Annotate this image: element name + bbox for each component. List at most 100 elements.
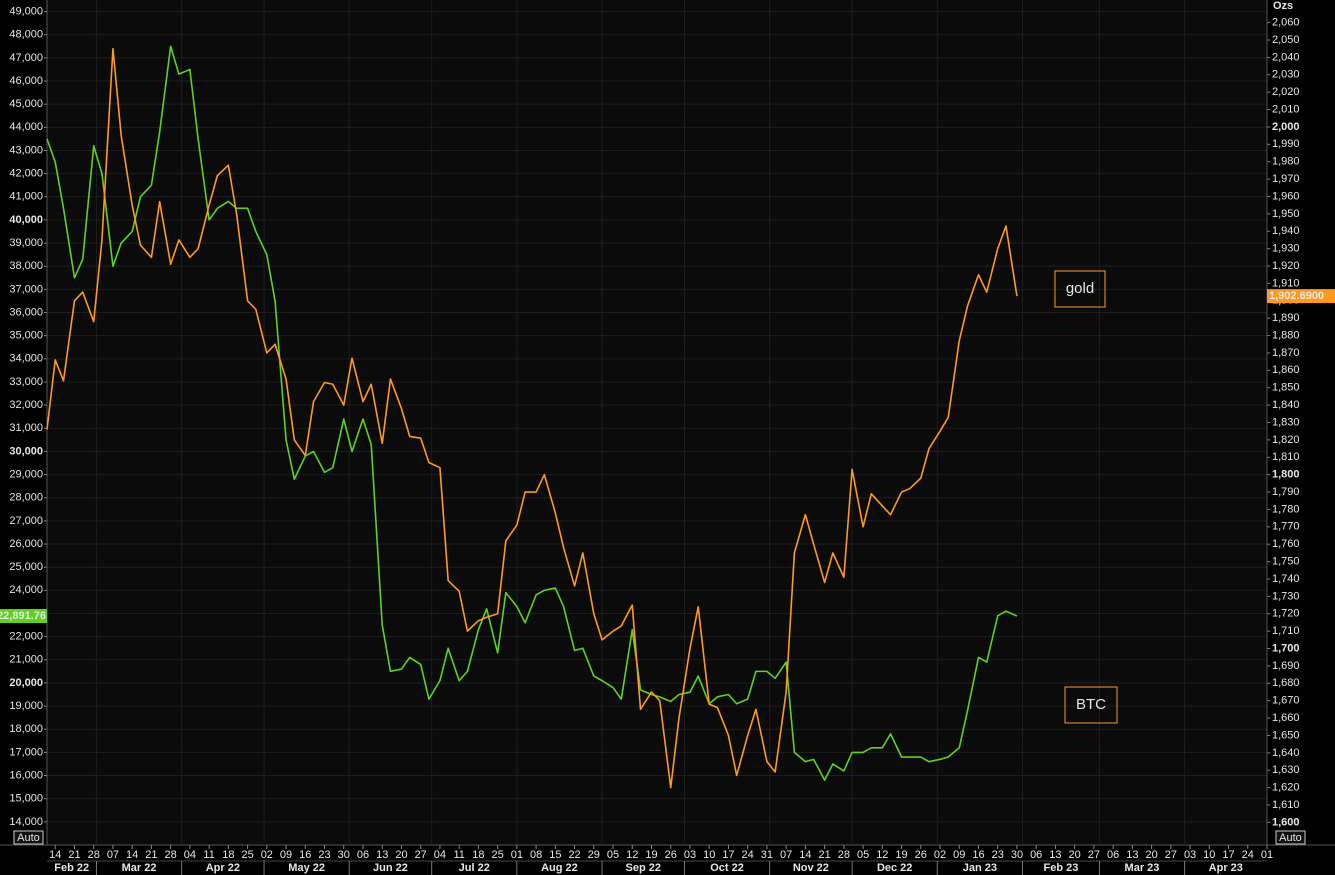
y-tick-label: 37,000 <box>9 283 43 295</box>
x-tick-label: 10 <box>1203 849 1215 861</box>
x-tick-label: 02 <box>261 849 273 861</box>
y-tick-label: 30,000 <box>9 445 43 457</box>
x-tick-label: 02 <box>934 849 946 861</box>
y-tick-label: 43,000 <box>9 144 43 156</box>
x-tick-label: 12 <box>876 849 888 861</box>
y-tick-label: 47,000 <box>9 52 43 64</box>
y-tick-label: 17,000 <box>9 746 43 758</box>
x-tick-label: 26 <box>915 849 927 861</box>
y2-tick-label: 1,960 <box>1272 190 1300 202</box>
x-tick-label: 21 <box>145 849 157 861</box>
y2-tick-label: 1,860 <box>1272 364 1300 376</box>
last-value-box <box>1267 289 1335 304</box>
x-tick-label: 09 <box>953 849 965 861</box>
y2-tick-label: 1,750 <box>1272 556 1300 568</box>
y2-unit: Ozs <box>1273 0 1293 12</box>
y-tick-label: 41,000 <box>9 191 43 203</box>
scale-box <box>13 830 44 845</box>
month-label: Mar 22 <box>122 862 157 874</box>
y2-tick-label: 2,000 <box>1272 121 1300 133</box>
x-tick-label: 21 <box>818 849 830 861</box>
x-tick-label: 18 <box>222 849 234 861</box>
y-tick-label: 34,000 <box>9 353 43 365</box>
month-label: Apr 22 <box>206 862 240 874</box>
x-tick-label: 23 <box>992 849 1004 861</box>
x-tick-label: 28 <box>838 849 850 861</box>
x-tick-label: 07 <box>780 849 792 861</box>
y2-tick-label: 1,980 <box>1272 156 1300 168</box>
y-tick-label: 26,000 <box>9 538 43 550</box>
y2-tick-label: 1,930 <box>1272 243 1300 255</box>
y2-tick-label: 1,880 <box>1272 329 1300 341</box>
month-label: Feb 23 <box>1043 862 1078 874</box>
x-tick-label: 06 <box>1030 849 1042 861</box>
x-tick-label: 28 <box>88 849 100 861</box>
y2-tick-label: 1,990 <box>1272 138 1300 150</box>
y2-tick-label: 2,040 <box>1272 51 1300 63</box>
y-tick-label: 18,000 <box>9 723 43 735</box>
x-tick-label: 03 <box>684 849 696 861</box>
month-label: Aug 22 <box>541 862 578 874</box>
y2-tick-label: 1,910 <box>1272 277 1300 289</box>
y2-tick-label: 1,830 <box>1272 416 1300 428</box>
x-tick-label: 17 <box>722 849 734 861</box>
y2-tick-label: 1,740 <box>1272 573 1300 585</box>
scale-mode-label: Auto <box>1279 832 1302 844</box>
x-tick-label: 20 <box>395 849 407 861</box>
x-tick-label: 19 <box>645 849 657 861</box>
x-tick-label: 20 <box>1145 849 1157 861</box>
x-tick-label: 09 <box>280 849 292 861</box>
y-tick-label: 45,000 <box>9 98 43 110</box>
y-tick-label: 31,000 <box>9 422 43 434</box>
y-tick-label: 33,000 <box>9 376 43 388</box>
x-tick-label: 25 <box>241 849 253 861</box>
y-tick-label: 36,000 <box>9 306 43 318</box>
x-tick-label: 22 <box>568 849 580 861</box>
y-tick-label: 24,000 <box>9 584 43 596</box>
y2-tick-label: 1,840 <box>1272 399 1300 411</box>
x-tick-label: 25 <box>492 849 504 861</box>
x-tick-label: 15 <box>549 849 561 861</box>
y-tick-label: 42,000 <box>9 168 43 180</box>
x-tick-label: 28 <box>165 849 177 861</box>
x-tick-label: 26 <box>665 849 677 861</box>
annotation-box <box>1064 686 1118 724</box>
y2-tick-label: 1,640 <box>1272 747 1300 759</box>
x-tick-label: 01 <box>1261 849 1273 861</box>
y2-tick-label: 1,720 <box>1272 608 1300 620</box>
y-tick-label: 16,000 <box>9 769 43 781</box>
month-label: May 22 <box>288 862 325 874</box>
y2-tick-label: 2,020 <box>1272 86 1300 98</box>
series-annotation: gold <box>1066 280 1094 297</box>
y2-tick-label: 2,060 <box>1272 17 1300 29</box>
y2-tick-label: 1,970 <box>1272 173 1300 185</box>
x-tick-label: 27 <box>1165 849 1177 861</box>
y-tick-label: 21,000 <box>9 654 43 666</box>
x-tick-label: 13 <box>376 849 388 861</box>
x-tick-label: 01 <box>511 849 523 861</box>
y2-tick-label: 2,050 <box>1272 34 1300 46</box>
y2-tick-label: 1,680 <box>1272 677 1300 689</box>
month-label: Mar 23 <box>1125 862 1160 874</box>
x-tick-label: 05 <box>607 849 619 861</box>
x-tick-label: 30 <box>338 849 350 861</box>
y-tick-label: 49,000 <box>9 5 43 17</box>
x-tick-label: 16 <box>299 849 311 861</box>
series-line <box>46 45 1018 781</box>
x-tick-label: 20 <box>1069 849 1081 861</box>
scale-box <box>1275 830 1306 845</box>
month-label: Jan 23 <box>963 862 997 874</box>
x-tick-label: 14 <box>126 849 138 861</box>
x-tick-label: 06 <box>1107 849 1119 861</box>
y-tick-label: 22,000 <box>9 631 43 643</box>
y2-tick-label: 1,610 <box>1272 799 1300 811</box>
month-label: Oct 22 <box>710 862 744 874</box>
y-tick-label: 15,000 <box>9 793 43 805</box>
x-tick-label: 04 <box>184 849 196 861</box>
y2-tick-label: 1,700 <box>1272 642 1300 654</box>
y-tick-label: 28,000 <box>9 492 43 504</box>
y2-tick-label: 1,730 <box>1272 590 1300 602</box>
y2-tick-label: 1,810 <box>1272 451 1300 463</box>
